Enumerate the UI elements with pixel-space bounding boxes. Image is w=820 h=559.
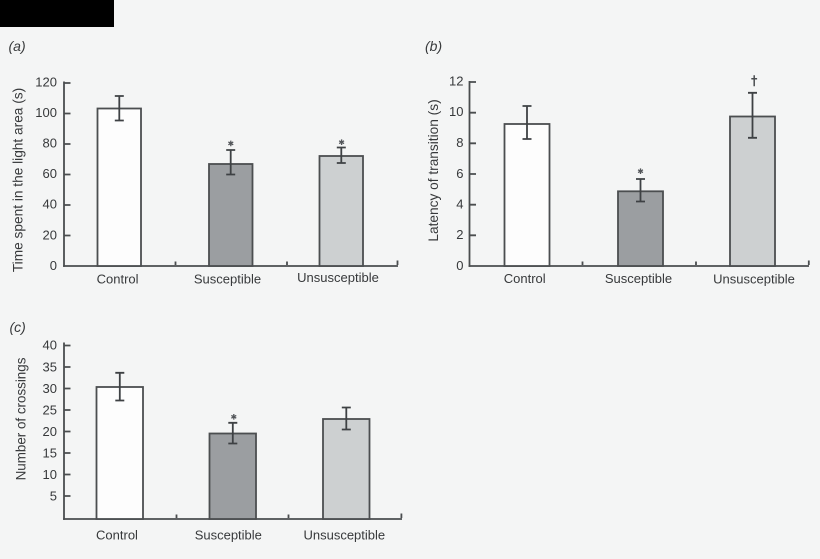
svg-text:8: 8 bbox=[456, 135, 463, 150]
svg-text:Susceptible: Susceptible bbox=[195, 527, 262, 542]
svg-text:Control: Control bbox=[504, 271, 546, 286]
svg-text:4: 4 bbox=[456, 197, 463, 212]
svg-text:10: 10 bbox=[43, 467, 57, 482]
svg-text:Control: Control bbox=[96, 527, 138, 542]
svg-text:20: 20 bbox=[43, 424, 57, 439]
svg-text:10: 10 bbox=[449, 104, 463, 119]
svg-text:Unsusceptible: Unsusceptible bbox=[303, 527, 385, 542]
svg-text:12: 12 bbox=[449, 73, 463, 88]
svg-text:100: 100 bbox=[35, 105, 57, 120]
svg-text:120: 120 bbox=[35, 74, 57, 89]
svg-text:20: 20 bbox=[43, 227, 57, 242]
svg-text:(a): (a) bbox=[9, 38, 26, 54]
svg-text:Number of crossings: Number of crossings bbox=[14, 357, 29, 480]
svg-text:30: 30 bbox=[43, 381, 57, 396]
svg-text:(b): (b) bbox=[425, 38, 442, 54]
svg-text:40: 40 bbox=[43, 197, 57, 212]
svg-text:60: 60 bbox=[43, 166, 57, 181]
svg-text:Unsusceptible: Unsusceptible bbox=[297, 270, 379, 285]
svg-text:5: 5 bbox=[50, 489, 57, 504]
svg-text:0: 0 bbox=[456, 258, 463, 273]
svg-text:0: 0 bbox=[50, 258, 57, 273]
svg-text:Susceptible: Susceptible bbox=[194, 271, 261, 286]
svg-text:15: 15 bbox=[43, 446, 57, 461]
svg-text:Susceptible: Susceptible bbox=[605, 271, 672, 286]
svg-text:40: 40 bbox=[43, 337, 57, 352]
svg-text:Unsusceptible: Unsusceptible bbox=[713, 271, 795, 286]
svg-text:Latency of transition (s): Latency of transition (s) bbox=[426, 99, 441, 241]
svg-text:2: 2 bbox=[456, 227, 463, 242]
svg-text:35: 35 bbox=[43, 360, 57, 375]
svg-text:6: 6 bbox=[456, 166, 463, 181]
svg-text:(c): (c) bbox=[10, 319, 26, 335]
svg-text:25: 25 bbox=[43, 403, 57, 418]
svg-text:Control: Control bbox=[97, 271, 139, 286]
svg-text:80: 80 bbox=[43, 136, 57, 151]
svg-text:Time spent in the light area (: Time spent in the light area (s) bbox=[11, 88, 26, 272]
